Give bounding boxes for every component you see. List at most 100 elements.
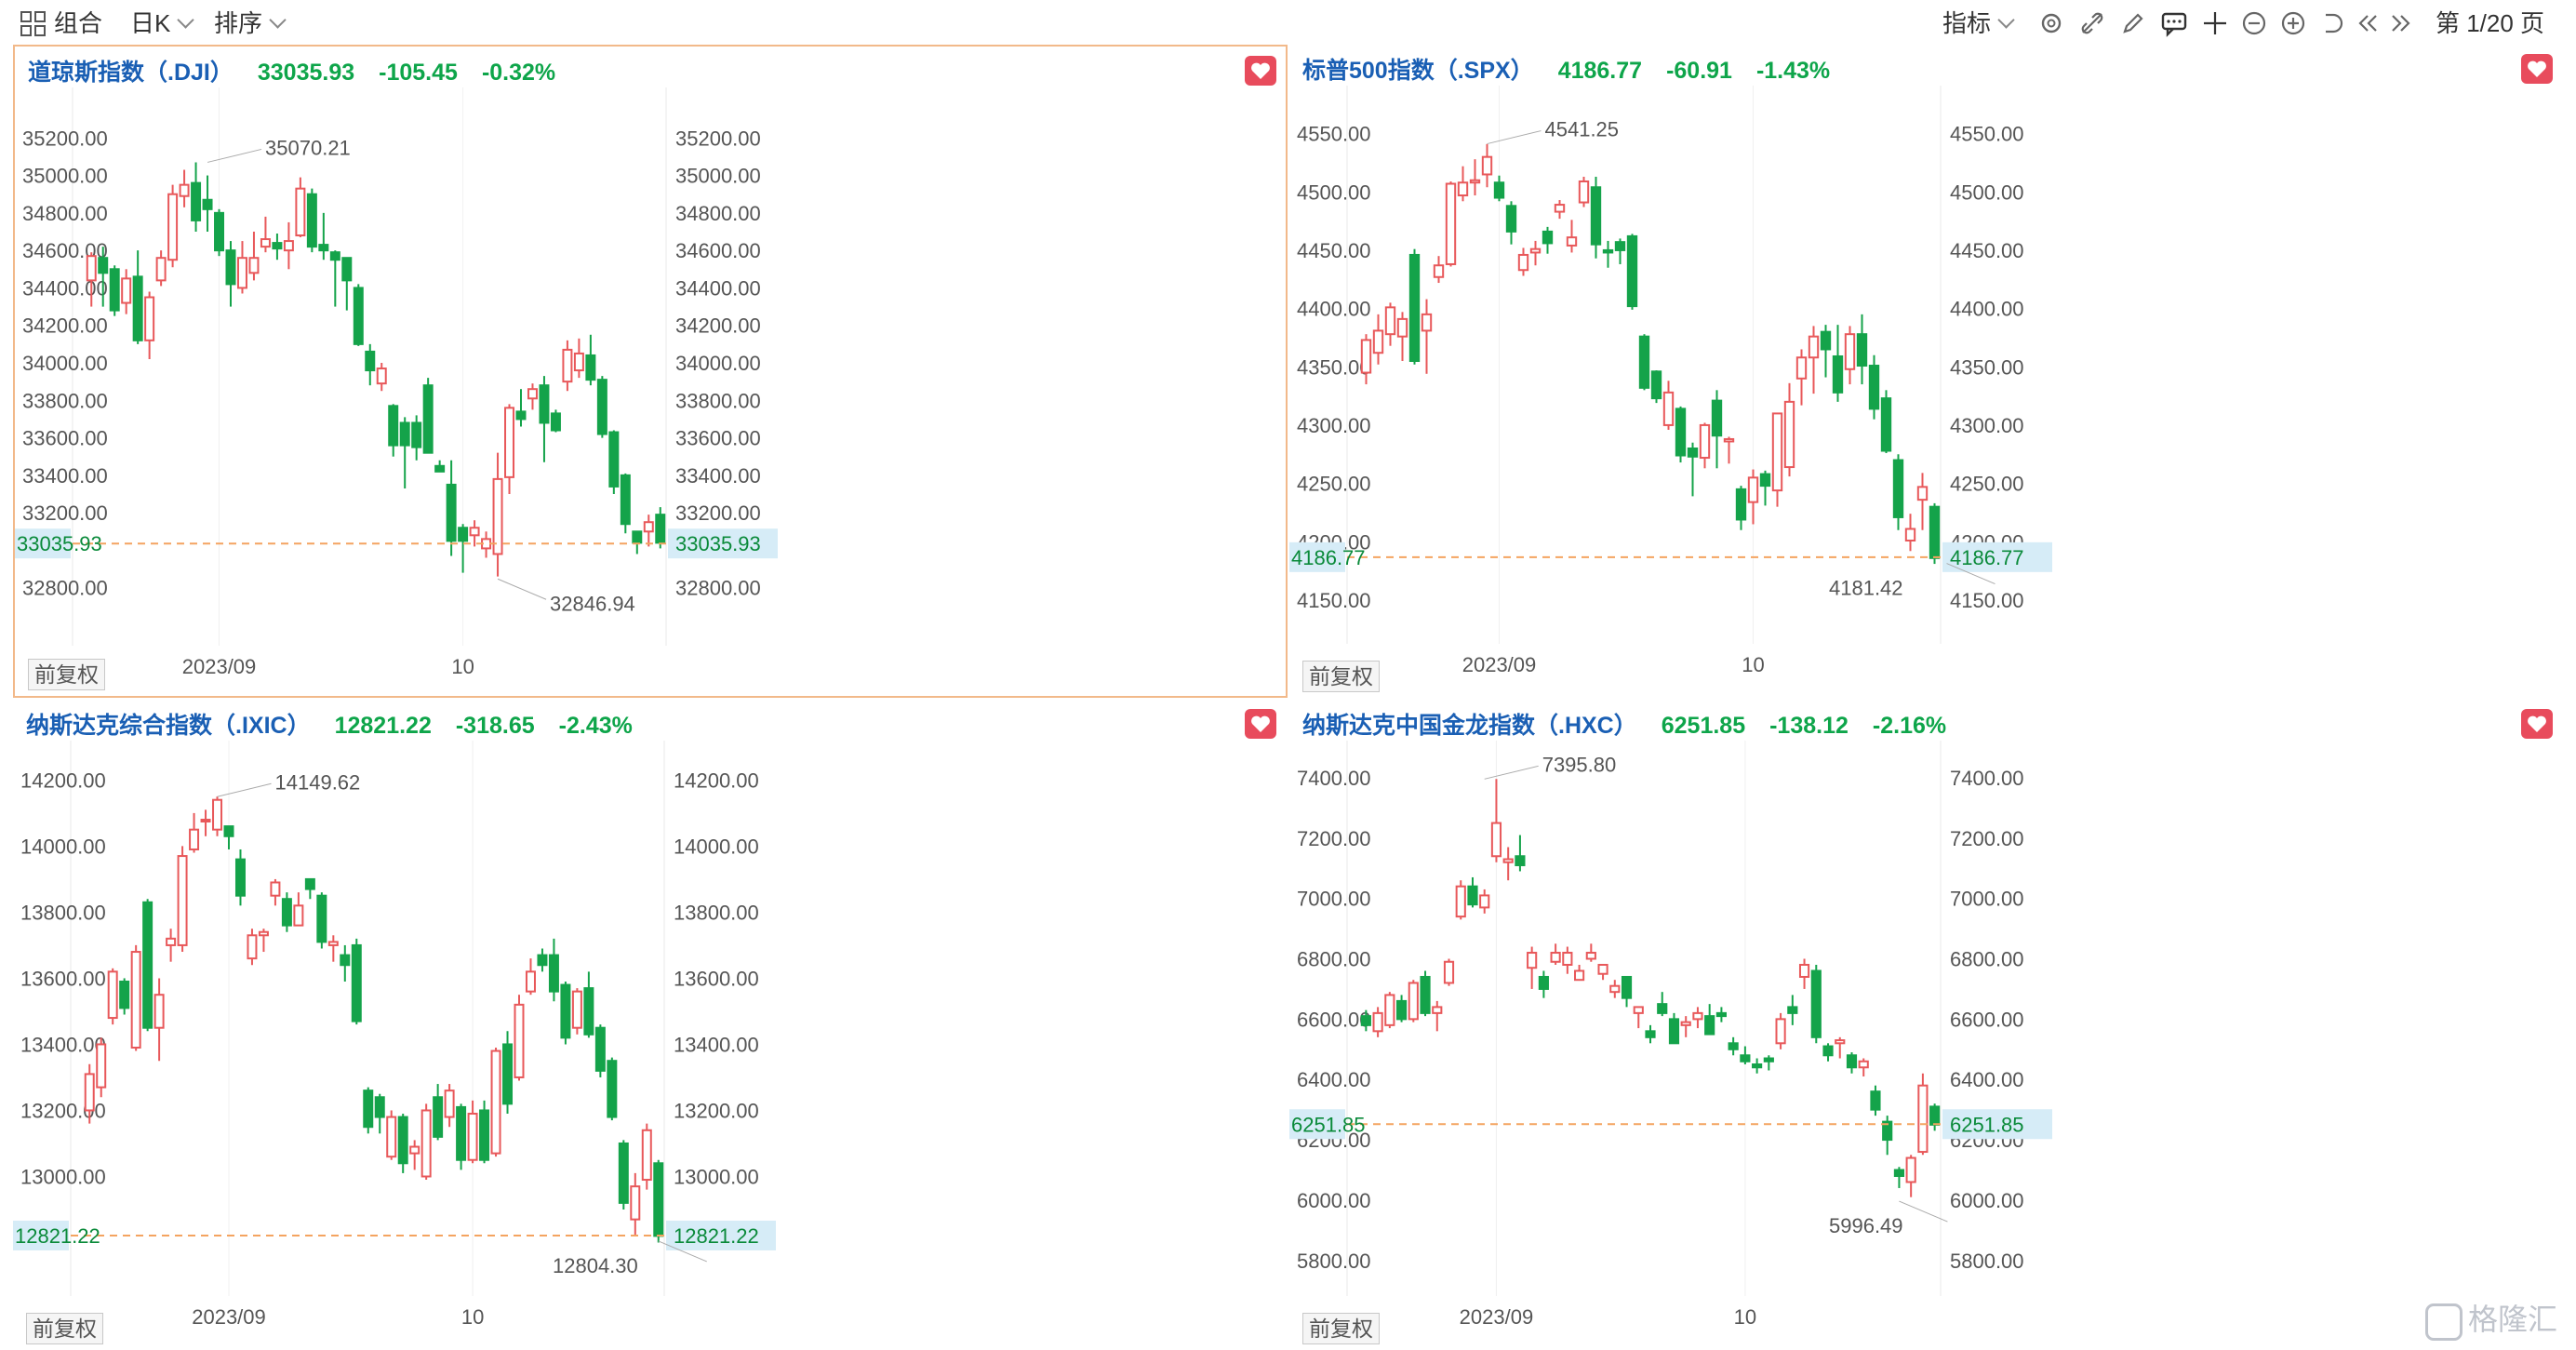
favorite-button[interactable] — [1245, 709, 1276, 739]
candlestick-chart[interactable]: 35200.00 35200.00 35000.00 35000.00 34800.00… — [15, 47, 1289, 700]
candle-body — [166, 937, 177, 946]
last-price-tag-right — [666, 1220, 776, 1250]
high-callout-label: 4541.25 — [1545, 118, 1620, 141]
heart-icon — [1251, 715, 1270, 732]
chart-panel-hxc[interactable]: 纳斯达克中国金龙指数（.HXC） 6251.85 -138.12 -2.16% 740… — [1289, 700, 2564, 1350]
candle-body — [1455, 885, 1466, 918]
candle-body — [153, 994, 165, 1029]
candle-body — [399, 421, 410, 447]
favorite-button[interactable] — [1245, 56, 1276, 86]
candle-body — [258, 930, 269, 937]
candle-body — [1626, 234, 1638, 308]
y-tick-label-right: 6000.00 — [1950, 1189, 2024, 1212]
candle-body — [1502, 858, 1514, 863]
candle-body — [490, 1049, 501, 1155]
favorite-button[interactable] — [2521, 709, 2553, 739]
y-tick-label-right: 4300.00 — [1950, 414, 2024, 437]
candle-body — [514, 1003, 525, 1078]
x-tick-label: 2023/09 — [182, 655, 257, 678]
candle-body — [1808, 335, 1820, 359]
candle-body — [1527, 952, 1538, 969]
candle-body — [107, 970, 118, 1020]
candle-body — [1590, 186, 1602, 246]
candle-body — [1420, 975, 1431, 1014]
last-price-tag-right — [668, 528, 778, 559]
candle-body — [1747, 476, 1759, 503]
candle-body — [548, 954, 559, 993]
y-tick-label-left: 33800.00 — [22, 389, 108, 412]
candlestick-chart[interactable]: 14200.00 14200.00 14000.00 14000.00 13800.00… — [13, 700, 1288, 1350]
candle-body — [1763, 1057, 1774, 1063]
candle-body — [1835, 1039, 1846, 1045]
y-tick-label-right: 34000.00 — [675, 352, 761, 375]
y-tick-label-left: 13600.00 — [20, 967, 106, 990]
watermark-logo: 格隆汇 — [2424, 1296, 2557, 1341]
zoom-out-icon[interactable] — [2240, 9, 2268, 37]
y-tick-label-right: 4400.00 — [1950, 298, 2024, 321]
candle-body — [1408, 253, 1421, 363]
x-tick-label: 2023/09 — [1460, 1305, 1534, 1329]
crosshair-icon[interactable] — [2201, 9, 2229, 37]
candle-body — [1396, 317, 1408, 338]
candle-body — [560, 983, 571, 1039]
price-change-pct: -0.32% — [481, 60, 556, 86]
rewind-icon[interactable] — [2354, 9, 2382, 37]
chart-panel-dji[interactable]: 道琼斯指数（.DJI） 33035.93 -105.45 -0.32% 35200.0… — [13, 45, 1288, 698]
y-tick-label-left: 13000.00 — [20, 1165, 106, 1188]
comment-icon[interactable] — [2160, 9, 2188, 37]
y-tick-label-left: 34000.00 — [22, 352, 108, 375]
last-price-tag-label-right: 4186.77 — [1950, 546, 2024, 569]
y-tick-label-right: 4450.00 — [1950, 239, 2024, 262]
candle-body — [386, 1116, 397, 1158]
undo-icon[interactable] — [2318, 9, 2346, 37]
candle-body — [214, 211, 225, 252]
candle-body — [1692, 1011, 1703, 1021]
y-tick-label-right: 13200.00 — [674, 1099, 759, 1122]
y-tick-label-right: 4150.00 — [1950, 589, 2024, 612]
candle-body — [433, 1096, 444, 1138]
grid-layout-icon[interactable] — [20, 11, 46, 36]
candle-body — [341, 257, 353, 282]
adjust-button[interactable]: 前复权 — [26, 1313, 103, 1344]
candlestick-chart[interactable]: 4550.00 4550.00 4500.00 4500.00 4450.00 4450.… — [1289, 45, 2564, 698]
y-tick-label-right: 13000.00 — [674, 1165, 759, 1188]
candle-body — [1372, 329, 1384, 354]
adjust-button[interactable]: 前复权 — [28, 659, 105, 690]
candlestick-chart[interactable]: 7400.00 7400.00 7200.00 7200.00 7000.00 7000.… — [1289, 700, 2564, 1350]
last-price-tag-label-left: 12821.22 — [15, 1224, 100, 1248]
pen-icon[interactable] — [2119, 9, 2147, 37]
indicator-dropdown[interactable]: 指标 — [1942, 0, 2015, 47]
candle-body — [409, 1145, 420, 1155]
settings-icon[interactable] — [2037, 9, 2065, 37]
zoom-in-icon[interactable] — [2279, 9, 2307, 37]
candle-body — [132, 275, 143, 341]
sort-dropdown[interactable]: 排序 — [214, 0, 287, 47]
candle-body — [1882, 1120, 1893, 1142]
candle-body — [281, 898, 292, 927]
candle-body — [1880, 397, 1892, 452]
candle-body — [223, 825, 234, 837]
candle-body — [618, 1142, 629, 1204]
candle-body — [1783, 400, 1795, 469]
y-tick-label-left: 5800.00 — [1297, 1250, 1371, 1273]
candle-body — [200, 819, 211, 823]
combo-label[interactable]: 组合 — [54, 9, 103, 37]
candle-body — [1728, 1042, 1739, 1050]
y-tick-label-right: 35000.00 — [675, 165, 761, 188]
adjust-button[interactable]: 前复权 — [1302, 1313, 1380, 1344]
link-icon[interactable] — [2078, 9, 2106, 37]
adjust-button[interactable]: 前复权 — [1302, 661, 1380, 692]
y-tick-label-left: 6400.00 — [1297, 1068, 1371, 1091]
candle-body — [620, 474, 631, 526]
chart-panel-spx[interactable]: 标普500指数（.SPX） 4186.77 -60.91 -1.43% 4550.00… — [1289, 45, 2564, 698]
candle-body — [504, 407, 515, 478]
chart-panel-ixic[interactable]: 纳斯达克综合指数（.IXIC） 12821.22 -318.65 -2.43% 142… — [13, 700, 1288, 1350]
heart-icon — [2528, 715, 2546, 732]
favorite-button[interactable] — [2521, 54, 2553, 84]
candle-body — [295, 187, 306, 237]
candle-body — [1905, 1156, 1916, 1183]
y-tick-label-right: 4350.00 — [1950, 355, 2024, 379]
period-dropdown[interactable]: 日K — [130, 0, 195, 47]
period-label: 日K — [130, 9, 171, 37]
forward-icon[interactable] — [2387, 9, 2415, 37]
